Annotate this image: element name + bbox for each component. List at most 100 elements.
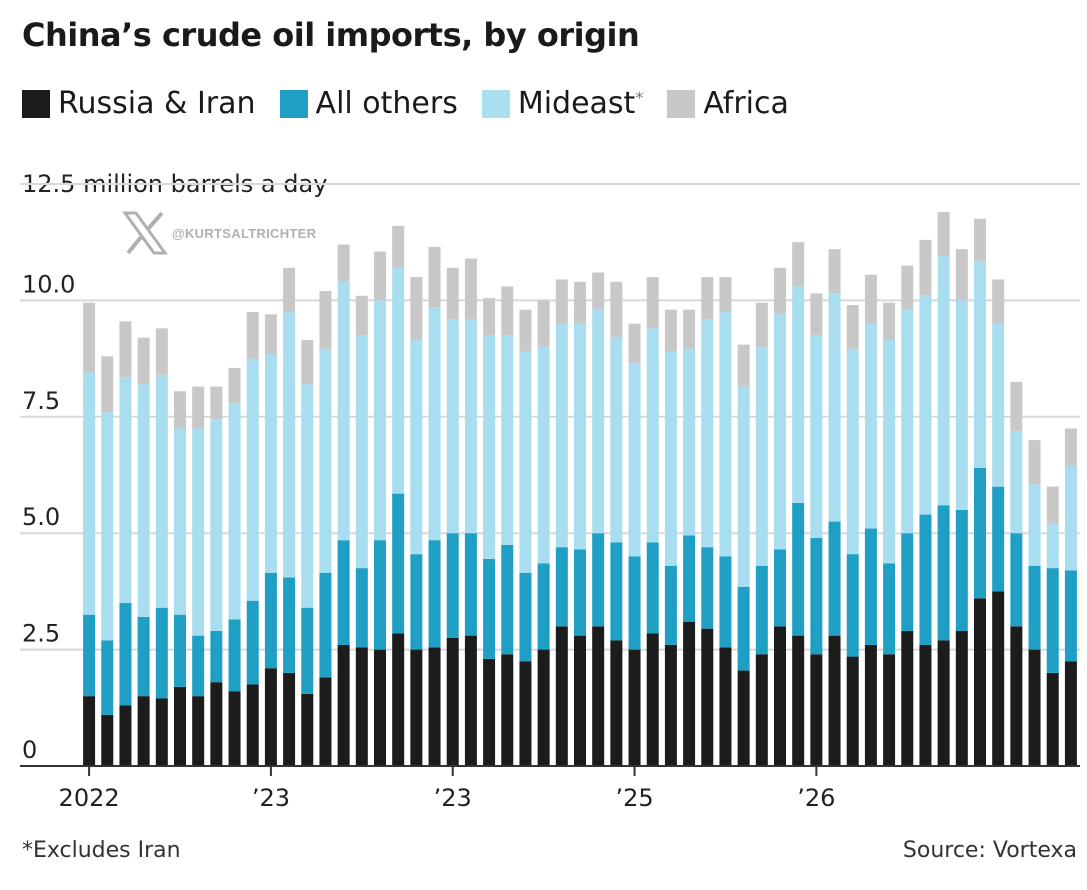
bar-stack xyxy=(192,386,205,766)
bar-segment-all-others xyxy=(228,619,241,692)
bar-segment-all-others xyxy=(974,468,986,599)
bar-segment-all-others xyxy=(174,614,186,687)
bar-segment-mideast xyxy=(319,349,332,573)
bar-segment-mideast xyxy=(628,363,641,557)
bar-stack xyxy=(537,300,550,766)
bar-stack xyxy=(955,249,968,766)
bar-stack xyxy=(919,239,932,766)
bar-stack xyxy=(737,344,750,766)
bar-segment-africa xyxy=(574,281,586,324)
bar-segment-mideast xyxy=(992,323,1005,487)
bar-segment-mideast xyxy=(392,267,405,494)
bar-stack xyxy=(937,211,950,766)
bar-stack xyxy=(337,244,350,766)
bar-segment-all-others xyxy=(137,617,150,697)
bar-segment-africa xyxy=(646,277,659,329)
bar-stack xyxy=(246,312,259,766)
bar-segment-mideast xyxy=(737,386,750,587)
bar-segment-africa xyxy=(937,211,950,257)
bar-segment-africa xyxy=(737,344,750,387)
bar-segment-africa xyxy=(810,293,823,336)
bar-segment-africa xyxy=(283,267,296,313)
bar-stack xyxy=(483,298,496,766)
bar-segment-all-others xyxy=(1046,568,1059,673)
bar-segment-africa xyxy=(392,225,405,268)
bar-segment-all-others xyxy=(355,568,368,648)
bar-segment-russia-iran xyxy=(519,661,532,766)
legend-swatch-all-others xyxy=(279,89,308,118)
bar-segment-all-others xyxy=(592,533,605,627)
bar-segment-russia-iran xyxy=(155,698,168,766)
bar-segment-africa xyxy=(846,305,859,350)
bar-segment-mideast xyxy=(792,286,805,503)
bar-stack xyxy=(446,267,459,766)
bar-segment-russia-iran xyxy=(592,626,605,766)
bar-segment-mideast xyxy=(501,335,514,545)
bar-segment-all-others xyxy=(210,630,223,683)
bar-segment-all-others xyxy=(246,600,259,685)
legend-footnote-marker: * xyxy=(635,88,644,107)
bar-segment-mideast xyxy=(901,309,914,534)
bar-segment-russia-iran xyxy=(501,654,514,766)
x-logo-icon xyxy=(122,211,168,255)
bar-segment-russia-iran xyxy=(574,635,586,766)
bar-segment-mideast xyxy=(374,300,386,541)
bar-segment-mideast xyxy=(137,384,150,618)
legend-item-africa: Africa xyxy=(667,86,789,121)
bar-segment-russia-iran xyxy=(137,696,150,766)
bar-segment-africa xyxy=(610,281,623,338)
bar-segment-mideast xyxy=(1064,465,1077,571)
bar-segment-africa xyxy=(537,300,550,347)
bar-segment-mideast xyxy=(174,428,186,615)
bar-segment-russia-iran xyxy=(319,677,332,766)
bar-segment-russia-iran xyxy=(701,628,714,766)
bar-segment-africa xyxy=(664,309,677,352)
bar-segment-africa xyxy=(1028,440,1041,485)
bar-segment-russia-iran xyxy=(610,640,623,766)
bar-segment-africa xyxy=(355,295,368,336)
x-tick-label: ’26 xyxy=(797,784,835,812)
legend-label-mideast-text: Mideast xyxy=(517,86,636,121)
bar-segment-russia-iran xyxy=(1064,661,1077,766)
bar-segment-all-others xyxy=(810,537,823,655)
bar-segment-russia-iran xyxy=(392,633,405,766)
x-tick-label: 2022 xyxy=(59,784,120,812)
bar-segment-all-others xyxy=(1064,570,1077,662)
bar-stack xyxy=(392,225,405,766)
bar-segment-africa xyxy=(755,302,768,347)
bar-segment-mideast xyxy=(410,339,423,555)
bar-segment-all-others xyxy=(192,635,205,697)
watermark: @KURTSALTRICHTER xyxy=(122,210,316,256)
bar-segment-russia-iran xyxy=(537,649,550,766)
x-tick-label: ’25 xyxy=(615,784,653,812)
bar-stack xyxy=(119,321,132,766)
bar-segment-russia-iran xyxy=(555,626,568,766)
bar-stack xyxy=(646,277,659,766)
bar-segment-russia-iran xyxy=(846,656,859,766)
bar-segment-mideast xyxy=(974,260,986,469)
bar-stack xyxy=(155,328,168,766)
bar-stack xyxy=(1028,440,1041,766)
bar-segment-all-others xyxy=(828,521,841,636)
bar-segment-all-others xyxy=(374,540,386,650)
bar-segment-all-others xyxy=(883,563,896,655)
legend-swatch-africa xyxy=(667,89,696,118)
bar-segment-mideast xyxy=(574,323,586,550)
legend-label-africa: Africa xyxy=(703,86,789,121)
bar-segment-all-others xyxy=(337,540,350,645)
bar-segment-russia-iran xyxy=(883,654,896,766)
bar-segment-africa xyxy=(428,246,441,308)
bar-segment-all-others xyxy=(319,572,332,678)
bar-segment-russia-iran xyxy=(737,670,750,766)
bar-segment-all-others xyxy=(446,533,459,638)
bar-segment-africa xyxy=(864,274,877,324)
bar-segment-all-others xyxy=(701,547,714,629)
bar-segment-mideast xyxy=(301,384,314,608)
bar-segment-russia-iran xyxy=(119,705,132,766)
bar-segment-all-others xyxy=(519,572,532,662)
bar-segment-africa xyxy=(919,239,932,296)
bar-segment-all-others xyxy=(719,556,732,648)
y-tick-label: 2.5 xyxy=(22,620,60,648)
bar-stack xyxy=(864,274,877,766)
bar-segment-africa xyxy=(337,244,350,282)
